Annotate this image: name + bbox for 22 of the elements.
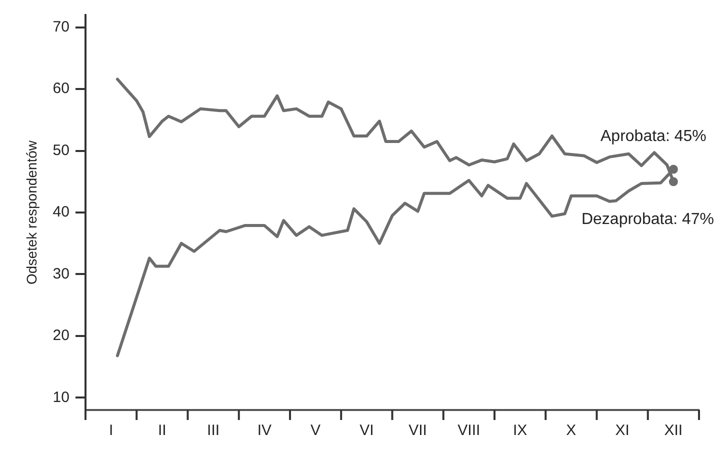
x-tick-label: II xyxy=(158,422,166,440)
y-tick-label: 20 xyxy=(52,327,70,344)
y-tick-label: 70 xyxy=(52,18,70,36)
x-tick-label: VII xyxy=(408,422,427,440)
x-tick-label: III xyxy=(207,422,220,440)
y-tick-label: 30 xyxy=(52,265,70,282)
y-tick-label: 40 xyxy=(52,204,70,221)
y-tick-label: 50 xyxy=(52,142,70,159)
y-tick-label: 60 xyxy=(52,80,70,98)
x-tick-label: V xyxy=(310,422,321,440)
y-tick-label: 10 xyxy=(52,388,70,406)
x-tick-label: I xyxy=(108,422,114,440)
x-tick-label: IX xyxy=(512,422,528,440)
y-axis-title: Odsetek respondentów xyxy=(23,140,40,284)
x-tick-label: VIII xyxy=(458,422,480,440)
x-tick-label: VI xyxy=(360,422,374,440)
x-tick-label: IV xyxy=(257,422,272,440)
x-tick-label: XI xyxy=(615,422,630,440)
x-tick-label: X xyxy=(566,422,576,440)
series-label: Dezaprobata: 47% xyxy=(581,210,714,228)
x-tick-label: XII xyxy=(664,422,683,440)
series-label: Aprobata: 45% xyxy=(600,128,706,146)
